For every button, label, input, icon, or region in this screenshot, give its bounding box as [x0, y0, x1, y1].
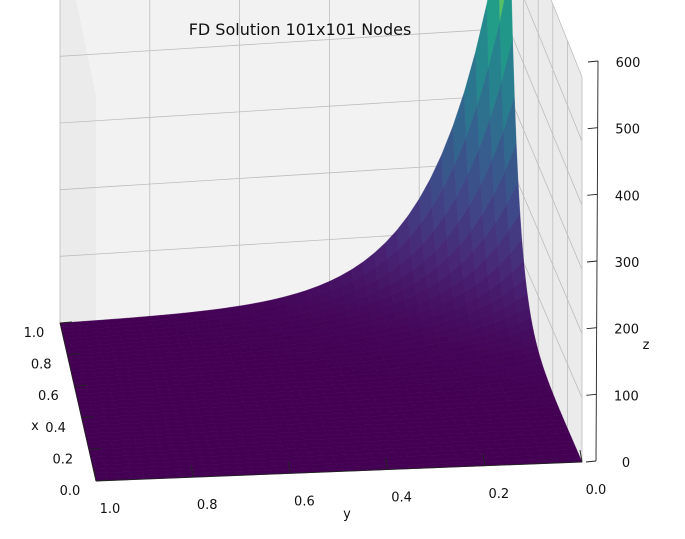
x-axis-line [59, 322, 97, 482]
y-tick-label: 0.4 [391, 491, 412, 506]
y-tick-label: 0.8 [197, 498, 218, 513]
z-tick-label: 100 [614, 389, 639, 404]
tick-labels: 0.0 0.2 0.4 0.6 0.8 1.0 1.0 0.8 0.6 0.4 0.2 0.0 0 100… [24, 56, 641, 517]
z-tick [587, 127, 598, 130]
x-tick-label: 0.6 [38, 389, 59, 404]
y-tick [482, 453, 486, 466]
x-tick [67, 353, 80, 356]
y-tick [385, 457, 389, 470]
surface-mesh [59, 0, 583, 482]
x-tick [59, 321, 73, 324]
surface-cell [553, 453, 569, 460]
x-tick [88, 447, 101, 450]
z-tick-label: 300 [615, 256, 640, 271]
surface-cell [541, 454, 557, 460]
y-tick-label: 0.2 [488, 487, 509, 502]
y-tick [579, 449, 583, 463]
y-axis-label: y [343, 507, 351, 522]
z-tick [587, 60, 599, 63]
z-tick-label: 400 [615, 189, 640, 204]
z-tick [586, 393, 597, 396]
z-tick [585, 460, 597, 463]
z-axis-label: z [643, 338, 650, 353]
y-axis-line [95, 461, 583, 482]
z-tick [586, 327, 597, 330]
side-pane [509, 0, 582, 462]
x-tick-label: 0.4 [45, 421, 66, 436]
y-tick [190, 465, 194, 478]
z-tick [587, 193, 598, 196]
y-tick [93, 468, 97, 482]
x-tick-label: 0.2 [52, 452, 73, 467]
x-axis-label: x [31, 419, 39, 434]
x-tick [81, 416, 94, 419]
y-tick-label: 0.0 [586, 483, 607, 498]
x-tick-label: 1.0 [24, 326, 45, 341]
z-tick-label: 200 [614, 323, 639, 338]
z-gridline [550, 0, 583, 78]
z-gridline [524, 0, 583, 142]
y-tick-label: 1.0 [100, 502, 121, 517]
x-tick-label: 0.8 [31, 358, 52, 373]
y-tick-label: 0.6 [294, 494, 315, 509]
y-tick [287, 461, 291, 474]
z-tick [586, 260, 598, 263]
chart-title: FD Solution 101x101 Nodes [189, 20, 412, 39]
x-tick [74, 384, 87, 387]
z-tick-label: 0 [622, 456, 630, 471]
z-tick-label: 600 [616, 56, 641, 71]
z-tick-label: 500 [615, 123, 640, 138]
x-tick-label: 0.0 [60, 484, 81, 499]
x-tick [95, 479, 109, 482]
